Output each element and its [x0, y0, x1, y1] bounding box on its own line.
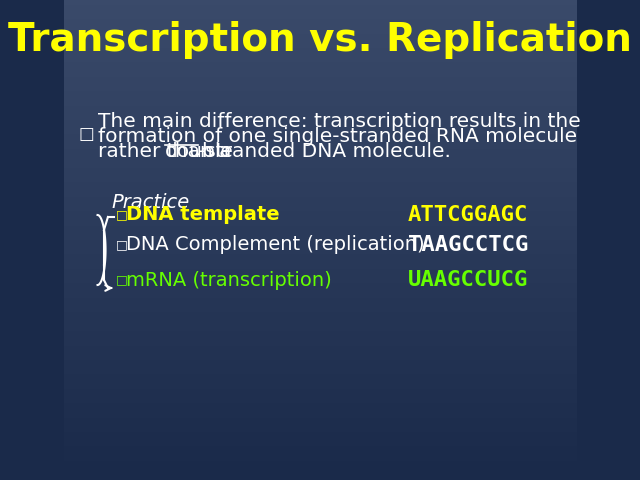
Text: -stranded DNA molecule.: -stranded DNA molecule. — [198, 142, 451, 161]
Text: ATTCGGAGC: ATTCGGAGC — [408, 205, 529, 225]
Text: UAAGCCUCG: UAAGCCUCG — [408, 270, 529, 290]
Text: □: □ — [116, 274, 128, 287]
Text: □: □ — [79, 125, 94, 143]
Text: DNA template: DNA template — [126, 205, 280, 225]
Text: rather than a: rather than a — [97, 142, 237, 161]
Text: Transcription vs. Replication: Transcription vs. Replication — [8, 21, 632, 59]
Text: TAAGCCTCG: TAAGCCTCG — [408, 235, 529, 255]
Text: formation of one single-stranded RNA molecule: formation of one single-stranded RNA mol… — [97, 127, 577, 146]
Text: mRNA (transcription): mRNA (transcription) — [126, 271, 332, 289]
Text: □: □ — [116, 208, 128, 221]
Text: double: double — [164, 142, 234, 161]
Text: The main difference: transcription results in the: The main difference: transcription resul… — [97, 112, 580, 131]
Text: Practice: Practice — [112, 193, 190, 212]
Text: □: □ — [116, 239, 128, 252]
Text: DNA Complement (replication): DNA Complement (replication) — [126, 236, 425, 254]
